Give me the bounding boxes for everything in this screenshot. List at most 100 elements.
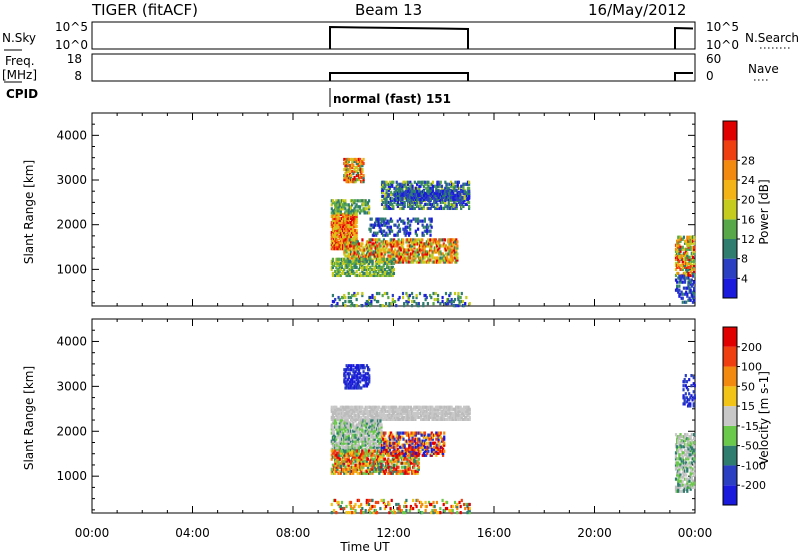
echo-cell xyxy=(340,205,344,209)
echo-cell xyxy=(330,222,333,227)
echo-cell xyxy=(455,303,458,308)
echo-cell xyxy=(420,260,423,264)
echo-cell xyxy=(344,425,347,429)
echo-cell xyxy=(455,413,458,417)
echo-cell xyxy=(366,201,370,205)
echo-cell xyxy=(348,267,351,272)
echo-cell xyxy=(451,250,454,254)
echo-cell xyxy=(426,202,429,206)
echo-cell xyxy=(339,230,342,235)
echo-cell xyxy=(447,409,450,413)
echo-cell xyxy=(374,413,377,417)
echo-cell xyxy=(465,411,468,415)
echo-cell xyxy=(452,182,455,186)
echo-cell xyxy=(468,415,471,419)
echo-cell xyxy=(448,197,452,202)
echo-cell xyxy=(411,206,414,211)
echo-cell xyxy=(345,443,348,447)
echo-cell xyxy=(396,461,399,465)
echo-cell xyxy=(442,258,445,262)
echo-cell xyxy=(439,506,442,511)
echo-cell xyxy=(408,244,412,248)
echo-cell xyxy=(379,469,382,473)
echo-cell xyxy=(406,459,409,463)
echo-cell xyxy=(380,265,383,269)
echo-cell xyxy=(358,411,362,415)
echo-cell xyxy=(354,419,357,423)
echo-cell xyxy=(355,449,358,453)
echo-cell xyxy=(415,182,419,186)
echo-cell xyxy=(452,417,455,421)
echo-cell xyxy=(382,407,385,411)
echo-cell xyxy=(394,417,397,421)
echo-cell xyxy=(689,245,692,249)
echo-cell xyxy=(356,467,359,471)
echo-cell xyxy=(338,203,341,207)
echo-cell xyxy=(351,218,354,223)
echo-cell xyxy=(414,411,417,415)
echo-cell xyxy=(412,498,415,503)
echo-cell xyxy=(364,439,367,443)
echo-cell xyxy=(377,429,380,433)
echo-cell xyxy=(415,455,418,459)
echo-cell xyxy=(422,443,425,447)
echo-cell xyxy=(678,292,681,296)
echo-cell xyxy=(455,193,458,198)
echo-cell xyxy=(397,248,400,252)
echo-cell xyxy=(423,256,426,260)
echo-cell xyxy=(355,378,358,382)
echo-cell xyxy=(447,200,450,204)
echo-cell xyxy=(417,453,420,457)
echo-cell xyxy=(354,248,357,252)
echo-cell xyxy=(378,223,381,227)
echo-cell xyxy=(348,207,351,211)
echo-cell xyxy=(330,240,333,245)
echo-cell xyxy=(444,413,448,417)
echo-cell xyxy=(378,225,381,229)
echo-cell xyxy=(356,209,359,213)
echo-cell xyxy=(422,204,425,209)
echo-cell xyxy=(417,431,420,435)
echo-cell xyxy=(344,216,347,221)
echo-cell xyxy=(346,409,349,413)
echo-cell xyxy=(411,248,414,252)
echo-cell xyxy=(409,443,412,447)
echo-cell xyxy=(427,189,430,194)
echo-cell xyxy=(400,465,403,469)
echo-cell xyxy=(688,237,691,241)
echo-cell xyxy=(457,291,460,296)
echo-cell xyxy=(427,435,430,439)
echo-cell xyxy=(344,265,347,269)
echo-cell xyxy=(400,193,403,198)
echo-cell xyxy=(361,471,364,475)
echo-cell xyxy=(360,502,363,507)
echo-cell xyxy=(446,260,449,264)
echo-cell xyxy=(437,195,440,200)
echo-cell xyxy=(349,471,353,475)
echo-cell xyxy=(408,449,411,453)
echo-cell xyxy=(414,191,418,196)
echo-cell xyxy=(453,303,457,308)
echo-cell xyxy=(396,242,399,246)
echo-cell xyxy=(377,221,380,225)
echo-cell xyxy=(371,293,374,298)
echo-cell xyxy=(388,437,392,441)
echo-cell xyxy=(380,423,383,427)
echo-cell xyxy=(392,238,396,242)
echo-cell xyxy=(334,457,337,461)
echo-cell xyxy=(337,203,340,207)
echo-cell xyxy=(345,159,348,164)
echo-cell xyxy=(433,246,436,250)
echo-cell xyxy=(352,364,355,368)
echo-cell xyxy=(403,191,406,196)
echo-cell xyxy=(391,204,394,209)
echo-cell xyxy=(390,417,393,421)
echo-cell xyxy=(366,252,370,256)
echo-cell xyxy=(340,415,344,419)
echo-cell xyxy=(679,249,682,253)
echo-cell xyxy=(453,500,457,505)
echo-cell xyxy=(337,411,340,415)
echo-cell xyxy=(425,186,428,190)
echo-cell xyxy=(340,411,344,415)
echo-cell xyxy=(339,504,342,509)
